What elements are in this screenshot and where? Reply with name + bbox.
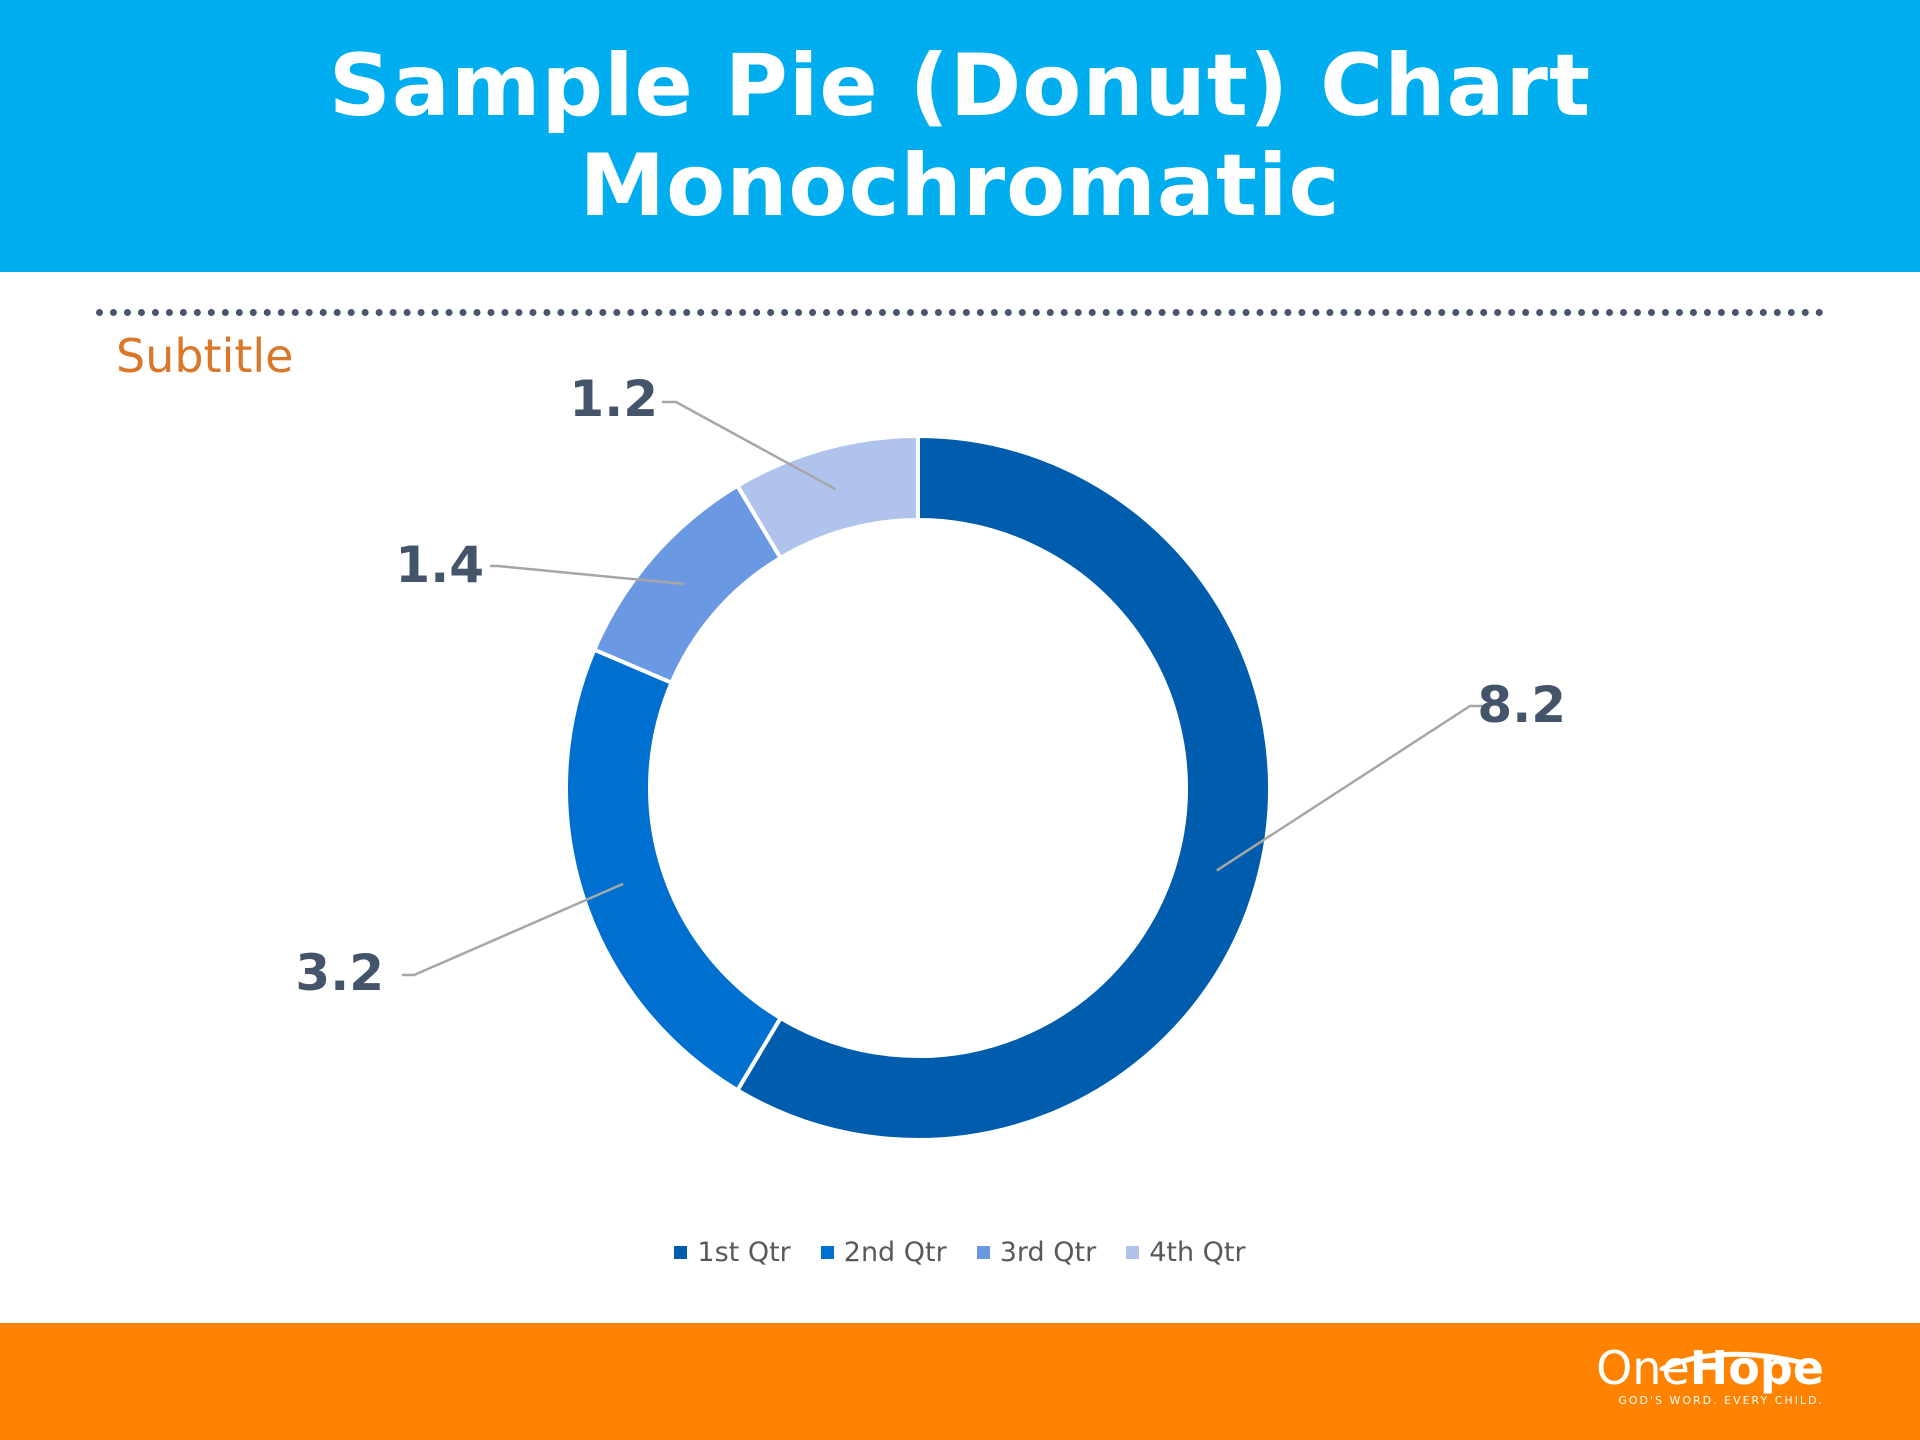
chart-legend: 1st Qtr 2nd Qtr 3rd Qtr 4th Qtr — [0, 1232, 1920, 1272]
legend-item-2: 2nd Qtr — [820, 1236, 947, 1268]
logo-hope: Hope — [1689, 1341, 1824, 1395]
leader-line-1 — [1216, 704, 1488, 872]
title-line-2: Monochromatic — [579, 136, 1341, 236]
onehope-logo: OneHope GOD'S WORD. EVERY CHILD. — [1596, 1343, 1824, 1409]
donut-slice-3 — [591, 483, 784, 686]
leader-line-2 — [402, 882, 624, 977]
donut-slice-2 — [564, 647, 784, 1093]
legend-swatch-3 — [976, 1245, 990, 1259]
legend-item-4: 4th Qtr — [1126, 1236, 1246, 1268]
legend-label-3: 3rd Qtr — [999, 1236, 1097, 1268]
leader-line-4 — [662, 400, 837, 491]
legend-item-3: 3rd Qtr — [976, 1236, 1097, 1268]
dotted-divider — [96, 309, 1824, 316]
subtitle: Subtitle — [116, 329, 294, 383]
legend-label-4: 4th Qtr — [1149, 1236, 1246, 1268]
legend-swatch-1 — [674, 1245, 688, 1259]
logo-tagline: GOD'S WORD. EVERY CHILD. — [1618, 1394, 1824, 1407]
legend-swatch-2 — [820, 1245, 834, 1259]
title-line-1: Sample Pie (Donut) Chart — [328, 36, 1592, 136]
donut-chart: 8.2 3.2 1.4 1.2 — [295, 370, 1566, 1142]
logo-swoosh-icon — [1659, 1351, 1807, 1371]
legend-label-1: 1st Qtr — [697, 1236, 791, 1268]
donut-slice-4 — [734, 433, 920, 561]
legend-item-1: 1st Qtr — [674, 1236, 791, 1268]
donut-slice-1 — [734, 433, 1272, 1142]
header-banner: Sample Pie (Donut) Chart Monochromatic — [0, 0, 1920, 272]
legend-label-2: 2nd Qtr — [843, 1236, 947, 1268]
data-label-2: 3.2 — [295, 944, 384, 1002]
legend-swatch-4 — [1126, 1245, 1140, 1259]
footer-bar: OneHope GOD'S WORD. EVERY CHILD. — [0, 1323, 1920, 1440]
leader-line-3 — [490, 564, 685, 586]
data-label-4: 1.2 — [569, 370, 658, 428]
data-label-3: 1.4 — [395, 536, 484, 594]
data-label-1: 8.2 — [1477, 676, 1566, 734]
logo-wordmark: OneHope — [1596, 1343, 1824, 1393]
logo-one: One — [1596, 1341, 1690, 1395]
